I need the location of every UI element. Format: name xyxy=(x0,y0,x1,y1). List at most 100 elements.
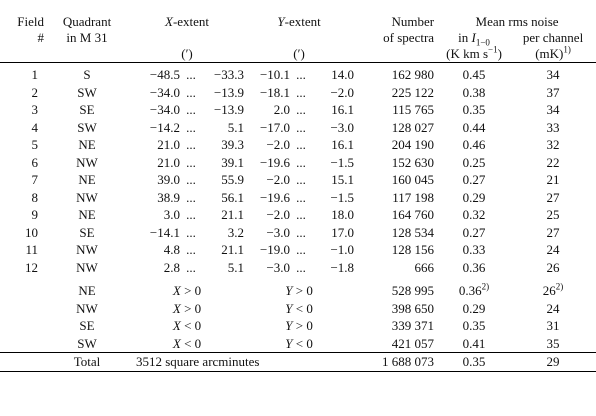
x-extent-dots: ... xyxy=(186,172,196,187)
x-extent-from: 21.0 xyxy=(157,154,180,170)
y-extent-from: −2.0 xyxy=(266,172,291,187)
fields-table: Field Quadrant X-extent Y-extent Number … xyxy=(0,14,596,372)
y-extent-to: 16.1 xyxy=(331,137,355,152)
noise-i10: 0.35 xyxy=(462,102,486,117)
quadrant-cell: NE xyxy=(78,137,96,152)
table-row: 1 S −48.5... −33.3 −10.1... 14.0 162 980 0.45 34 xyxy=(0,66,596,84)
y-extent-to: 18.0 xyxy=(331,207,355,222)
noise-per-channel: 25 xyxy=(546,207,560,222)
quadrant-cell: NE xyxy=(78,172,96,187)
table-row: 3 SE −34.0... −13.9 2.0... 16.1 115 765 0.35 34 xyxy=(0,101,596,119)
x-var: X xyxy=(172,283,181,298)
y-extent-to: −2.0 xyxy=(330,84,355,100)
total-noise-i10: 0.35 xyxy=(438,352,511,372)
noise-per-channel: 27 xyxy=(546,189,560,205)
noise-i10-value: 0.29 xyxy=(462,300,486,316)
noise-pc-value: 24 xyxy=(546,300,560,316)
noise-i10: 0.46 xyxy=(462,137,486,152)
quadrant-cell: NW xyxy=(76,259,98,275)
noise-per-channel: 22 xyxy=(546,154,560,170)
y-extent-dots: ... xyxy=(296,102,306,117)
x-extent-to: 39.1 xyxy=(221,154,245,170)
quadrant-cell: SE xyxy=(79,224,95,240)
noise-i10: 0.35 xyxy=(438,317,510,335)
x-extent-to: 39.3 xyxy=(221,137,245,152)
header-row-3: (′) (′) (K km s−1) (mK)1) xyxy=(0,44,596,63)
quadrant-cell: SW xyxy=(77,84,97,100)
number-of-spectra: 128 027 xyxy=(391,119,435,135)
y-extent-to: −3.0 xyxy=(330,119,355,135)
noise-i10: 0.45 xyxy=(462,67,486,82)
table-row: 7 NE 39.0... 55.9 −2.0... 15.1 160 045 0.27 21 xyxy=(0,171,596,189)
x-relation: > 0 xyxy=(184,300,202,316)
field-number: 3 xyxy=(31,102,39,117)
y-extent-dots: ... xyxy=(296,189,306,205)
x-extent-from: −14.1 xyxy=(149,224,180,240)
noise-pc-value: 31 xyxy=(546,318,560,333)
x-extent-from: −34.0 xyxy=(149,84,180,100)
field-number: 5 xyxy=(31,137,39,152)
x-var: X xyxy=(172,300,181,316)
x-condition: X < 0 xyxy=(130,317,244,335)
empty-field xyxy=(0,317,44,335)
col-header-y-extent: Y-extent xyxy=(277,14,321,29)
number-of-spectra: 128 156 xyxy=(391,242,435,257)
noise-per-channel: 35 xyxy=(510,335,596,353)
number-of-spectra: 339 371 xyxy=(391,318,435,333)
y-extent-to: 16.1 xyxy=(331,102,355,117)
noise-i10-value: 0.41 xyxy=(462,335,486,351)
y-extent-to: −1.5 xyxy=(330,189,355,205)
noise-per-channel: 27 xyxy=(546,224,560,240)
noise-i10: 0.38 xyxy=(462,84,486,100)
x-extent-to: −33.3 xyxy=(213,67,245,82)
field-number: 9 xyxy=(31,207,39,222)
quadrant-cell: NW xyxy=(76,189,98,205)
x-extent-dots: ... xyxy=(186,259,196,275)
noise-per-channel: 31 xyxy=(510,317,596,335)
y-extent-dots: ... xyxy=(296,242,306,257)
number-of-spectra: 204 190 xyxy=(391,137,435,152)
noise-i10: 0.29 xyxy=(438,300,510,318)
footnote-mark: 2) xyxy=(555,281,564,292)
number-of-spectra: 666 xyxy=(414,259,435,275)
table-row: 6 NW 21.0... 39.1 −19.6... −1.5 152 630 0.25 22 xyxy=(0,154,596,172)
y-var: Y xyxy=(285,283,293,298)
noise-i10: 0.25 xyxy=(462,154,486,170)
noise-per-channel: 34 xyxy=(546,67,560,82)
number-of-spectra: 162 980 xyxy=(391,67,435,82)
x-extent-dots: ... xyxy=(186,137,196,152)
y-condition: Y > 0 xyxy=(244,317,354,335)
number-of-spectra: 398 650 xyxy=(391,300,435,316)
x-extent-dots: ... xyxy=(186,119,196,135)
y-extent-to: 17.0 xyxy=(331,224,355,240)
y-extent-from: −3.0 xyxy=(266,259,291,275)
col-header-noise-pc: per channel xyxy=(522,30,584,45)
x-extent-from: −14.2 xyxy=(149,119,180,135)
field-number: 12 xyxy=(25,259,38,275)
x-relation: < 0 xyxy=(184,318,202,333)
x-extent-dots: ... xyxy=(186,207,196,222)
table-row: 10 SE −14.1... 3.2 −3.0... 17.0 128 534 0.27 27 xyxy=(0,224,596,242)
col-header-noise-i-unit: (K km s−1) xyxy=(446,44,502,61)
field-number: 2 xyxy=(31,84,39,100)
x-extent-dots: ... xyxy=(186,154,196,170)
x-extent-from: 38.9 xyxy=(157,189,180,205)
number-of-spectra: 421 057 xyxy=(391,335,435,351)
number-of-spectra: 225 122 xyxy=(391,84,435,100)
x-extent-dots: ... xyxy=(186,84,196,100)
field-number: 1 xyxy=(31,67,39,82)
x-extent-from: 4.8 xyxy=(163,242,180,257)
x-extent-to: 5.1 xyxy=(227,119,245,135)
x-var: X xyxy=(172,335,181,351)
y-extent-from: −17.0 xyxy=(259,119,291,135)
y-condition: Y < 0 xyxy=(244,335,354,353)
quadrant-cell: NW xyxy=(76,242,98,257)
x-extent-to: −13.9 xyxy=(213,102,245,117)
y-extent-dots: ... xyxy=(296,67,306,82)
quadrant-cell: NE xyxy=(78,207,96,222)
